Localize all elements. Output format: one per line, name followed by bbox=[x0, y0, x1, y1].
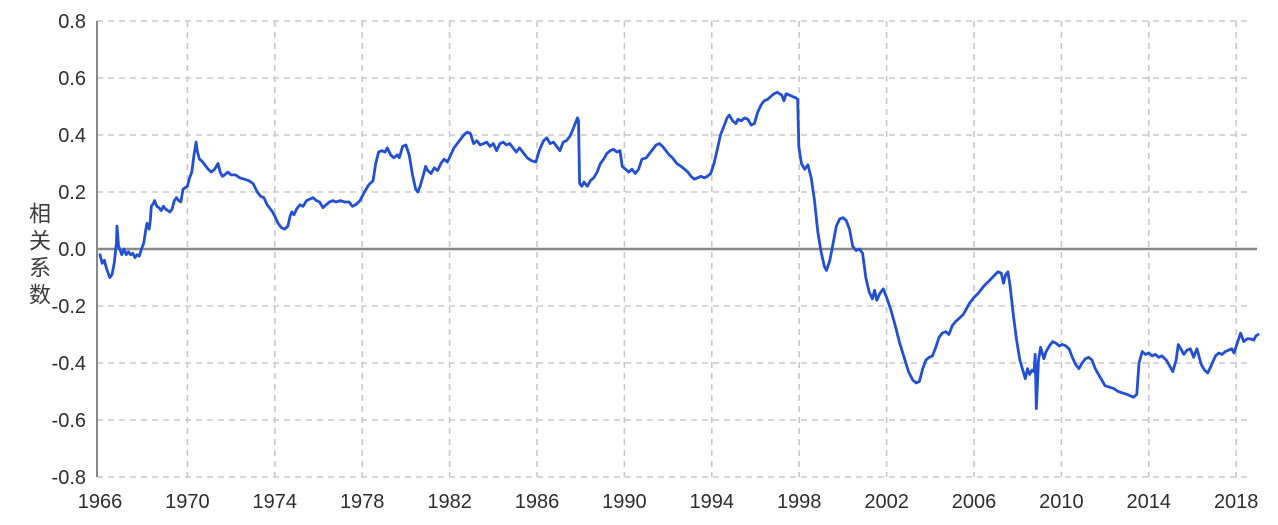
data-line bbox=[98, 90, 1260, 410]
y-axis-title: 相关系数 bbox=[25, 202, 50, 310]
x-tick-label: 1990 bbox=[602, 491, 647, 513]
x-tick-label: 2018 bbox=[1214, 491, 1259, 513]
y-tick-label: 0.6 bbox=[58, 68, 86, 90]
x-tick-label: 1978 bbox=[340, 491, 385, 513]
y-tick-label: 0.0 bbox=[58, 239, 86, 261]
x-tick-label: 2010 bbox=[1039, 491, 1084, 513]
x-tick-label: 1982 bbox=[427, 491, 472, 513]
y-tick-label: -0.6 bbox=[52, 410, 86, 432]
y-tick-label: 0.2 bbox=[58, 182, 86, 204]
y-tick-label: -0.8 bbox=[52, 467, 86, 489]
x-tick-label: 1986 bbox=[515, 491, 560, 513]
x-tick-label: 1966 bbox=[78, 491, 123, 513]
x-tick-label: 2002 bbox=[864, 491, 909, 513]
y-tick-label: -0.2 bbox=[52, 296, 86, 318]
y-tick-label: -0.4 bbox=[52, 353, 86, 375]
y-tick-label: 0.8 bbox=[58, 11, 86, 33]
x-tick-label: 1998 bbox=[777, 491, 822, 513]
x-tick-label: 2014 bbox=[1127, 491, 1172, 513]
x-tick-label: 1994 bbox=[690, 491, 735, 513]
y-tick-label: 0.4 bbox=[58, 125, 86, 147]
x-tick-label: 2006 bbox=[952, 491, 997, 513]
x-tick-label: 1970 bbox=[165, 491, 210, 513]
x-tick-label: 1974 bbox=[253, 491, 298, 513]
